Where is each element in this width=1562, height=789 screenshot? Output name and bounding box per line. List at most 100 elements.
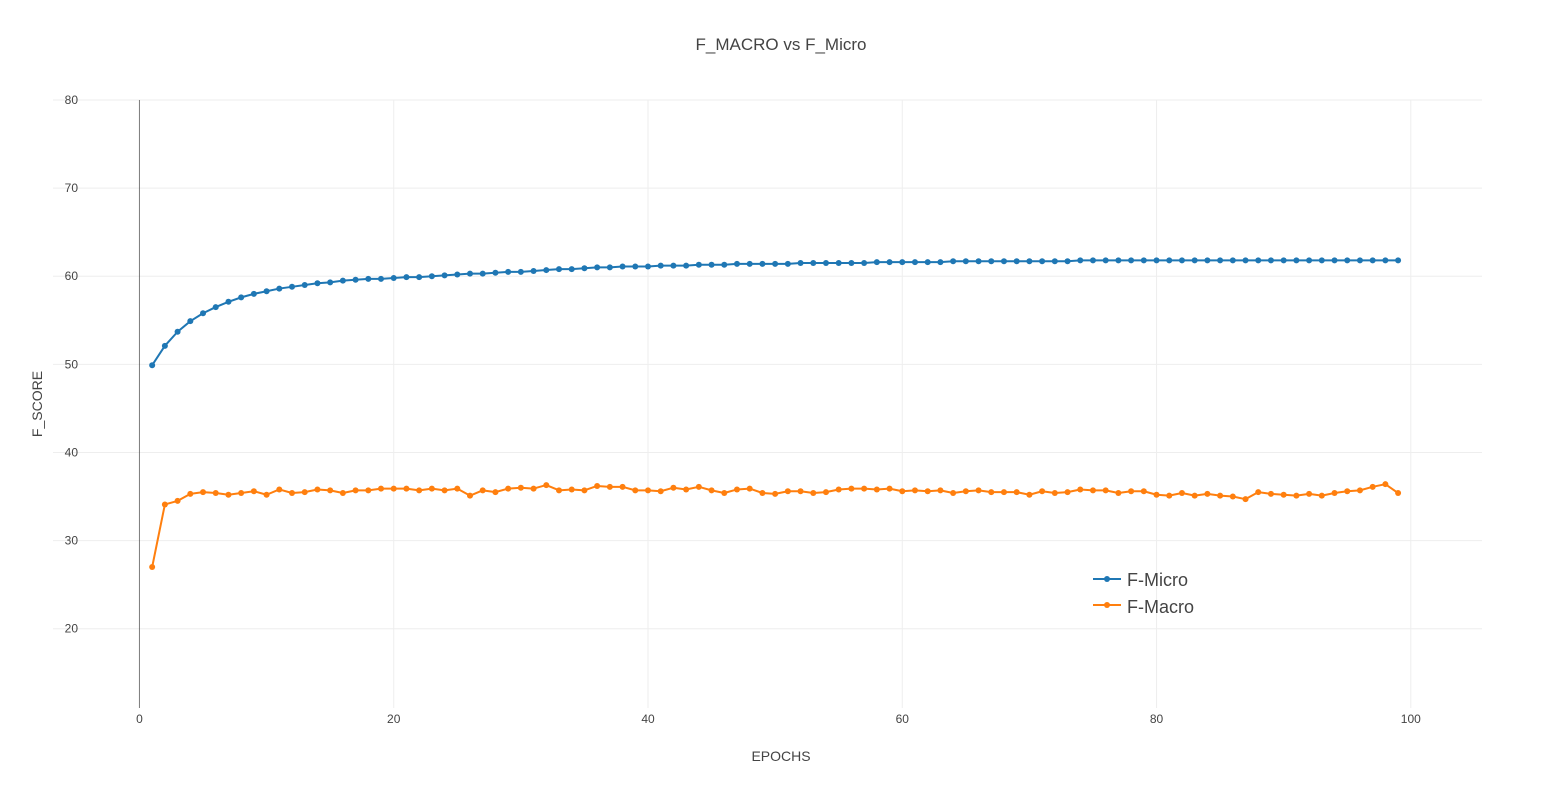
data-point-f-micro[interactable] — [1242, 257, 1249, 264]
data-point-f-macro[interactable] — [1089, 487, 1096, 494]
data-point-f-macro[interactable] — [924, 488, 931, 495]
data-point-f-micro[interactable] — [873, 259, 880, 266]
data-point-f-micro[interactable] — [899, 259, 906, 266]
data-point-f-micro[interactable] — [581, 265, 588, 272]
data-point-f-macro[interactable] — [657, 488, 664, 495]
data-point-f-micro[interactable] — [924, 259, 931, 266]
data-point-f-micro[interactable] — [1000, 258, 1007, 265]
data-point-f-macro[interactable] — [378, 485, 385, 492]
data-point-f-micro[interactable] — [1178, 257, 1185, 264]
data-point-f-macro[interactable] — [975, 487, 982, 494]
data-point-f-macro[interactable] — [937, 487, 944, 494]
data-point-f-micro[interactable] — [378, 275, 385, 282]
data-point-f-micro[interactable] — [1153, 257, 1160, 264]
data-point-f-micro[interactable] — [568, 266, 575, 273]
data-point-f-micro[interactable] — [238, 294, 245, 301]
data-point-f-macro[interactable] — [1293, 492, 1300, 499]
data-point-f-micro[interactable] — [1229, 257, 1236, 264]
data-point-f-macro[interactable] — [899, 488, 906, 495]
data-point-f-micro[interactable] — [835, 260, 842, 267]
data-point-f-micro[interactable] — [517, 268, 524, 275]
data-point-f-macro[interactable] — [670, 484, 677, 491]
data-point-f-macro[interactable] — [1255, 489, 1262, 496]
data-point-f-macro[interactable] — [276, 486, 283, 493]
data-point-f-micro[interactable] — [1331, 257, 1338, 264]
data-point-f-micro[interactable] — [327, 279, 334, 286]
data-point-f-micro[interactable] — [390, 274, 397, 281]
data-point-f-macro[interactable] — [1369, 483, 1376, 490]
data-point-f-micro[interactable] — [708, 261, 715, 268]
data-point-f-macro[interactable] — [1395, 489, 1402, 496]
data-point-f-macro[interactable] — [250, 488, 257, 495]
data-point-f-macro[interactable] — [708, 487, 715, 494]
data-point-f-micro[interactable] — [594, 264, 601, 271]
data-point-f-macro[interactable] — [314, 486, 321, 493]
data-point-f-micro[interactable] — [810, 260, 817, 267]
data-point-f-macro[interactable] — [784, 488, 791, 495]
data-point-f-macro[interactable] — [683, 486, 690, 493]
legend-item-f-micro[interactable]: F-Micro — [1093, 570, 1188, 590]
data-point-f-macro[interactable] — [733, 486, 740, 493]
data-point-f-macro[interactable] — [772, 490, 779, 497]
data-point-f-macro[interactable] — [1115, 489, 1122, 496]
data-point-f-macro[interactable] — [721, 489, 728, 496]
data-point-f-micro[interactable] — [212, 304, 219, 311]
data-point-f-macro[interactable] — [1140, 488, 1147, 495]
data-point-f-macro[interactable] — [988, 489, 995, 496]
data-point-f-micro[interactable] — [1140, 257, 1147, 264]
data-point-f-macro[interactable] — [835, 486, 842, 493]
data-point-f-micro[interactable] — [1089, 257, 1096, 264]
data-point-f-micro[interactable] — [632, 263, 639, 270]
data-point-f-macro[interactable] — [517, 484, 524, 491]
data-point-f-macro[interactable] — [467, 492, 474, 499]
data-point-f-macro[interactable] — [759, 489, 766, 496]
data-point-f-macro[interactable] — [1000, 489, 1007, 496]
data-point-f-micro[interactable] — [492, 269, 499, 276]
data-point-f-macro[interactable] — [695, 483, 702, 490]
data-point-f-micro[interactable] — [822, 260, 829, 267]
data-point-f-macro[interactable] — [365, 487, 372, 494]
data-point-f-micro[interactable] — [1318, 257, 1325, 264]
data-point-f-macro[interactable] — [962, 488, 969, 495]
data-point-f-macro[interactable] — [1153, 491, 1160, 498]
data-point-f-micro[interactable] — [276, 285, 283, 292]
data-point-f-macro[interactable] — [1267, 490, 1274, 497]
data-point-f-micro[interactable] — [200, 310, 207, 317]
data-point-f-micro[interactable] — [505, 268, 512, 275]
data-point-f-macro[interactable] — [1039, 488, 1046, 495]
data-point-f-macro[interactable] — [746, 485, 753, 492]
data-point-f-micro[interactable] — [1039, 258, 1046, 265]
data-point-f-macro[interactable] — [212, 489, 219, 496]
data-point-f-micro[interactable] — [950, 258, 957, 265]
data-point-f-macro[interactable] — [1331, 489, 1338, 496]
data-point-f-micro[interactable] — [683, 262, 690, 269]
data-point-f-micro[interactable] — [797, 260, 804, 267]
data-point-f-macro[interactable] — [403, 485, 410, 492]
data-point-f-micro[interactable] — [1077, 257, 1084, 264]
data-point-f-micro[interactable] — [962, 258, 969, 265]
data-point-f-micro[interactable] — [886, 259, 893, 266]
data-point-f-micro[interactable] — [1369, 257, 1376, 264]
data-point-f-macro[interactable] — [187, 490, 194, 497]
legend-item-f-macro[interactable]: F-Macro — [1093, 597, 1194, 617]
data-point-f-micro[interactable] — [1026, 258, 1033, 265]
data-point-f-macro[interactable] — [632, 487, 639, 494]
data-point-f-macro[interactable] — [200, 489, 207, 496]
data-point-f-macro[interactable] — [619, 483, 626, 490]
data-point-f-micro[interactable] — [161, 342, 168, 349]
data-point-f-micro[interactable] — [746, 260, 753, 267]
data-point-f-macro[interactable] — [1204, 490, 1211, 497]
data-point-f-macro[interactable] — [1242, 496, 1249, 503]
data-point-f-macro[interactable] — [568, 486, 575, 493]
data-point-f-micro[interactable] — [301, 282, 308, 289]
data-point-f-macro[interactable] — [530, 485, 537, 492]
data-point-f-micro[interactable] — [467, 270, 474, 277]
data-point-f-micro[interactable] — [416, 274, 423, 281]
data-point-f-macro[interactable] — [911, 487, 918, 494]
data-point-f-macro[interactable] — [352, 487, 359, 494]
data-point-f-macro[interactable] — [416, 487, 423, 494]
data-point-f-micro[interactable] — [1280, 257, 1287, 264]
data-point-f-macro[interactable] — [861, 485, 868, 492]
data-point-f-micro[interactable] — [543, 267, 550, 274]
data-point-f-micro[interactable] — [365, 275, 372, 282]
